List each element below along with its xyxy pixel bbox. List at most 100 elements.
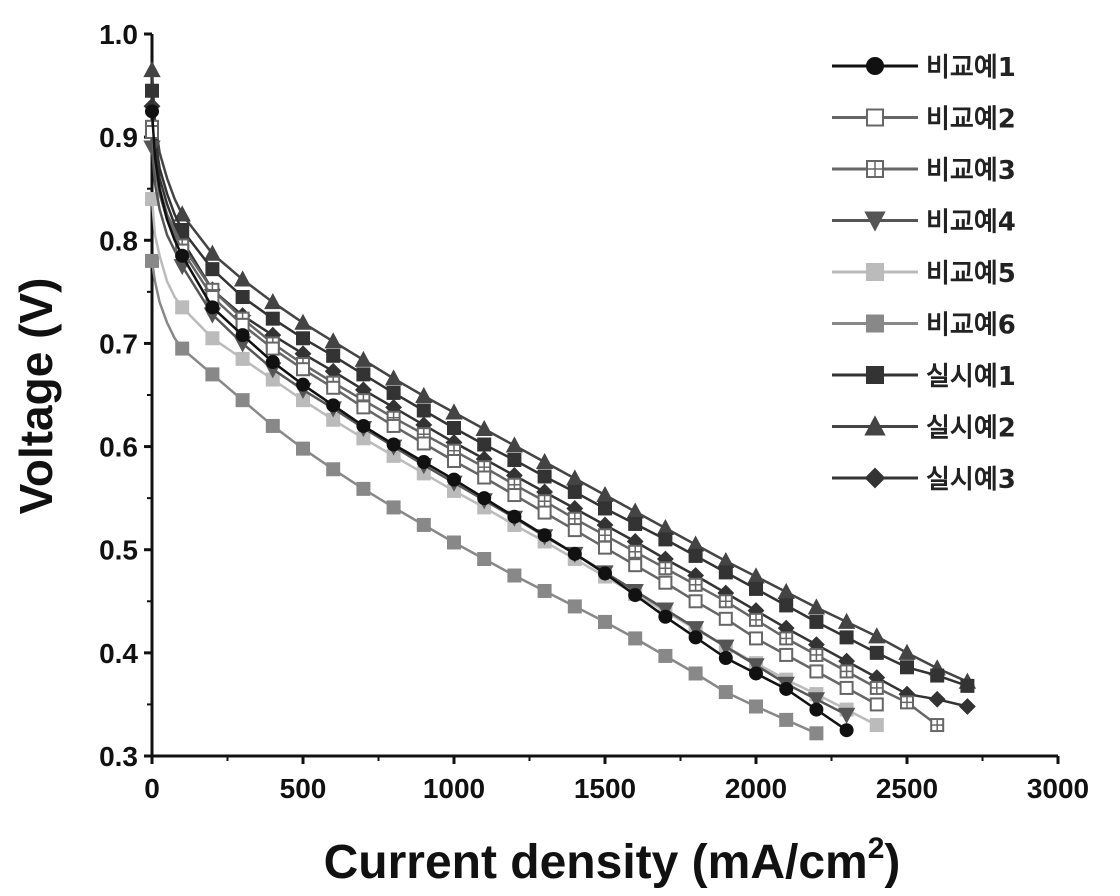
x-axis-title-main: Current density (mA/cm <box>324 836 868 889</box>
marker-shape <box>628 516 643 531</box>
data-point <box>386 500 401 515</box>
data-point <box>809 726 824 741</box>
data-point <box>326 380 341 395</box>
data-point <box>445 403 463 420</box>
data-point <box>718 565 733 580</box>
marker-shape <box>145 104 159 119</box>
marker-shape <box>658 532 673 547</box>
marker-shape <box>898 643 916 660</box>
x-axis-title-superscript: 2 <box>868 832 885 865</box>
data-point <box>265 311 280 326</box>
data-point <box>235 393 250 408</box>
x-axis-title-close: ) <box>884 836 900 889</box>
marker-shape <box>326 462 341 477</box>
data-point <box>718 594 733 609</box>
marker-shape <box>567 484 582 499</box>
data-point <box>779 647 794 662</box>
marker-shape <box>807 598 826 615</box>
marker-shape <box>537 583 552 598</box>
marker-shape <box>356 400 371 415</box>
data-point <box>296 441 310 456</box>
marker-shape <box>415 386 433 404</box>
data-point <box>264 293 282 310</box>
marker-shape <box>839 630 854 645</box>
x-tick-label: 1500 <box>574 773 636 804</box>
legend: 비교예1 비교예2 비교예3 비교예4 비교예5 비교예6 실시예1 실시예2 실시예3 <box>832 53 1016 495</box>
data-point <box>930 718 945 733</box>
marker-shape <box>416 517 431 532</box>
data-point <box>658 575 673 590</box>
marker-shape <box>688 594 703 609</box>
marker-shape <box>265 341 280 356</box>
legend-marker <box>864 467 886 489</box>
data-point <box>718 651 733 666</box>
marker-shape <box>686 621 705 638</box>
marker-shape <box>296 331 310 346</box>
data-point <box>567 546 582 561</box>
marker-shape <box>866 263 884 281</box>
data-point <box>658 561 673 576</box>
data-point <box>869 718 884 733</box>
marker-shape <box>507 488 522 503</box>
data-point <box>205 331 220 346</box>
data-point <box>628 516 643 531</box>
marker-shape <box>477 491 492 506</box>
marker-shape <box>658 609 673 624</box>
series-6 <box>145 253 824 741</box>
marker-shape <box>296 377 310 392</box>
data-point <box>958 698 976 715</box>
data-point <box>688 548 703 563</box>
data-point <box>507 488 522 503</box>
marker-shape <box>445 403 463 420</box>
data-point <box>265 418 280 433</box>
marker-shape <box>173 205 191 222</box>
x-tick-label: 0 <box>144 773 160 804</box>
legend-item: 비교예3 <box>832 156 1016 186</box>
data-point <box>173 205 191 222</box>
data-point <box>386 385 401 400</box>
marker-shape <box>265 354 280 369</box>
legend-item: 비교예1 <box>832 53 1016 83</box>
series-layer <box>143 60 977 741</box>
marker-shape <box>839 680 854 695</box>
data-point <box>143 60 161 78</box>
data-point <box>749 581 763 596</box>
marker-shape <box>265 311 280 326</box>
marker-shape <box>507 509 522 524</box>
data-point <box>749 612 763 627</box>
series-7 <box>145 83 975 693</box>
marker-shape <box>235 351 250 366</box>
data-point <box>265 354 280 369</box>
data-point <box>567 523 582 538</box>
y-tick-label: 0.6 <box>99 432 138 463</box>
series-line <box>150 111 848 732</box>
marker-shape <box>326 398 341 413</box>
data-point <box>296 362 310 377</box>
data-point <box>717 639 735 656</box>
data-point <box>749 666 763 681</box>
marker-shape <box>505 436 524 453</box>
marker-shape <box>203 244 222 261</box>
data-point <box>415 386 433 404</box>
legend-item: 비교예6 <box>832 311 1016 341</box>
data-point <box>356 418 371 433</box>
marker-shape <box>205 262 220 277</box>
data-point <box>837 612 856 629</box>
marker-shape <box>809 614 824 629</box>
marker-shape <box>628 588 643 603</box>
series-2 <box>145 124 884 712</box>
data-point <box>628 558 643 573</box>
data-point <box>537 494 552 509</box>
marker-shape <box>749 699 763 714</box>
data-point <box>296 377 310 392</box>
marker-shape <box>688 666 703 681</box>
data-point <box>386 418 401 433</box>
data-point <box>507 509 522 524</box>
data-point <box>205 300 220 315</box>
marker-shape <box>235 290 250 305</box>
data-point <box>175 248 190 263</box>
data-point <box>688 594 703 609</box>
marker-shape <box>264 293 282 310</box>
legend-label: 비교예6 <box>926 311 1016 341</box>
